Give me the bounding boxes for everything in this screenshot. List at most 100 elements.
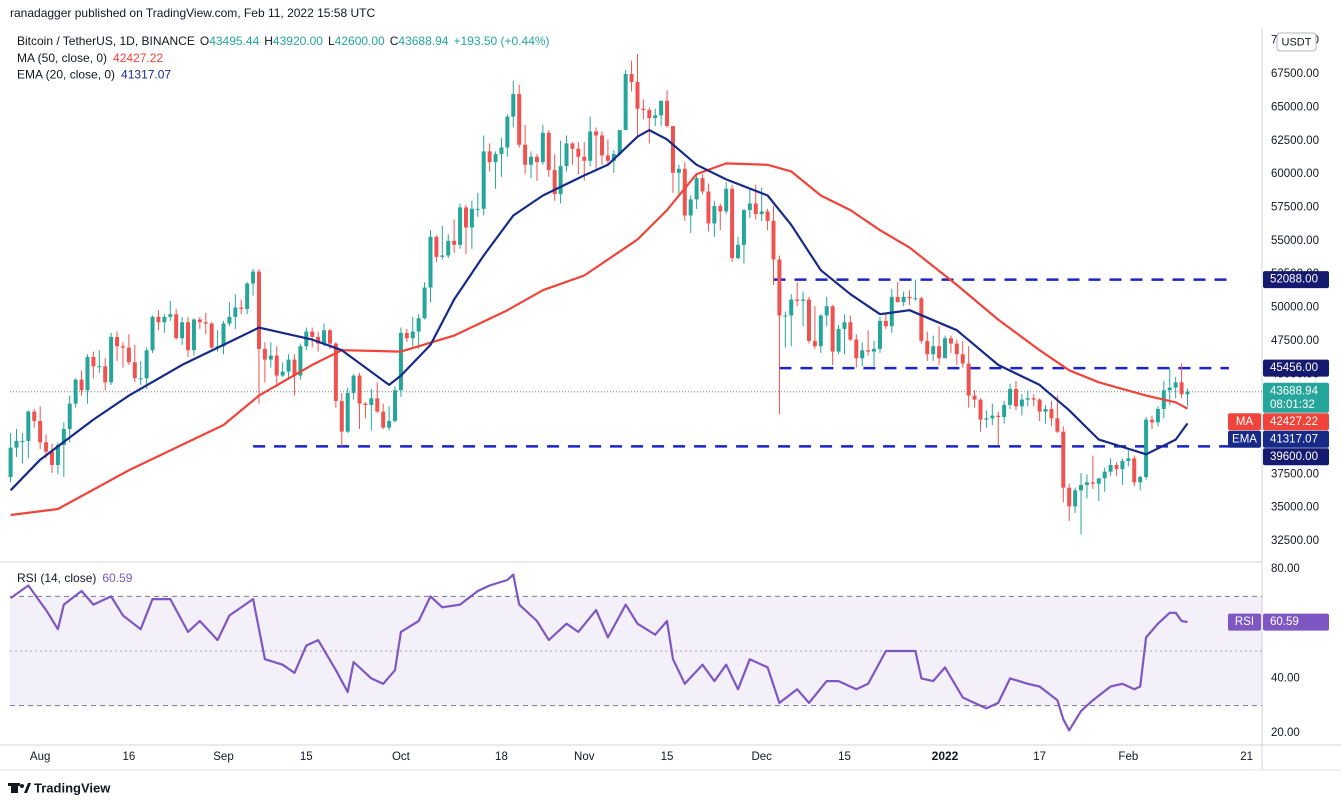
candle-body — [103, 366, 108, 383]
candle-body — [564, 143, 569, 167]
candle-body — [469, 208, 474, 228]
candle-body — [49, 451, 54, 465]
brand: TradingView — [34, 780, 111, 795]
tag-box — [1228, 430, 1261, 448]
candle-body — [1067, 487, 1072, 507]
legend-item: EMA (20, close, 0) — [17, 68, 115, 82]
tag-box — [1228, 413, 1261, 431]
candle-body — [747, 203, 752, 211]
x-tick-label: 15 — [838, 751, 851, 763]
candle-body — [8, 447, 13, 478]
candle-body — [765, 211, 770, 221]
candle-body — [972, 395, 977, 400]
candle-body — [1055, 418, 1060, 432]
candle-body — [1079, 485, 1084, 491]
candle-body — [576, 148, 581, 157]
candle-body — [357, 375, 362, 404]
rsi-tick-label: 20.00 — [1271, 727, 1300, 739]
axis-label: 42427.22 — [1270, 416, 1318, 428]
candle-body — [960, 354, 965, 364]
x-tick-label: Sep — [213, 751, 233, 763]
axis-label-box — [1263, 613, 1329, 631]
rsi-tick-label: 40.00 — [1271, 672, 1300, 684]
candle-body — [1090, 482, 1095, 484]
candle-body — [688, 199, 693, 216]
y-tick-label: 67500.00 — [1271, 68, 1319, 80]
candle-body — [605, 155, 610, 161]
axis-label: 52088.00 — [1270, 274, 1318, 286]
candle-body — [789, 299, 794, 316]
candle-body — [588, 131, 593, 161]
candle-body — [635, 82, 640, 109]
candle-body — [1008, 388, 1013, 405]
candle-body — [14, 440, 19, 448]
candle-body — [895, 296, 900, 303]
candle-body — [162, 316, 167, 323]
candle-body — [32, 411, 37, 421]
candle-body — [1061, 431, 1066, 488]
axis-label-box — [1263, 382, 1329, 413]
candle-body — [913, 298, 918, 300]
x-tick-label: 15 — [300, 751, 313, 763]
candle-body — [517, 94, 522, 145]
candle-body — [452, 240, 457, 245]
candle-body — [446, 240, 451, 256]
candle-body — [298, 346, 303, 376]
tag-box — [1228, 613, 1261, 631]
candle-body — [1185, 391, 1190, 395]
x-tick-label: Dec — [751, 751, 772, 763]
candle-body — [393, 390, 398, 421]
candle-body — [966, 363, 971, 396]
x-tick-label: Oct — [392, 751, 411, 763]
candle-body — [712, 206, 717, 224]
candle-body — [475, 208, 480, 210]
candle-body — [120, 346, 125, 348]
candle-body — [345, 392, 350, 432]
candle-body — [836, 328, 841, 352]
candle-body — [629, 74, 634, 83]
tag: EMA — [1232, 433, 1257, 445]
axis-label: 41317.07 — [1270, 433, 1318, 445]
candle-body — [351, 375, 356, 393]
candle-body — [937, 346, 942, 359]
candle-body — [594, 131, 599, 136]
candle-body — [1102, 471, 1107, 479]
y-tick-label: 32500.00 — [1271, 535, 1319, 547]
rsi-tick-label: 80.00 — [1271, 563, 1300, 575]
candle-body — [759, 211, 764, 215]
candle-body — [653, 115, 658, 119]
candle-body — [180, 322, 185, 339]
candle-body — [558, 166, 563, 195]
candle-body — [327, 330, 332, 344]
axis-label: 39600.00 — [1270, 451, 1318, 463]
axis-label-box — [1263, 448, 1329, 466]
y-tick-label: 37500.00 — [1271, 468, 1319, 480]
candle-body — [901, 296, 906, 303]
candle-body — [280, 371, 285, 376]
candle-body — [1073, 490, 1078, 507]
candle-body — [410, 331, 415, 339]
candle-body — [245, 283, 250, 309]
candle-body — [61, 428, 66, 445]
candle-body — [316, 336, 321, 344]
candle-body — [333, 343, 338, 401]
candle-body — [736, 244, 741, 259]
candle-body — [700, 178, 705, 192]
candle-body — [404, 332, 409, 339]
candle-body — [73, 379, 78, 404]
candle-body — [540, 132, 545, 163]
currency: USDT — [1282, 36, 1312, 48]
candle-body — [138, 378, 143, 380]
axis-label: 60.59 — [1270, 616, 1299, 628]
legend-item: 60.59 — [102, 571, 132, 585]
candle-body — [1096, 478, 1101, 484]
candle-body — [676, 168, 681, 173]
candle-body — [144, 350, 149, 379]
candle-body — [659, 100, 664, 116]
candle-body — [1031, 398, 1036, 400]
candle-body — [174, 314, 179, 339]
candle-body — [38, 420, 43, 443]
candle-body — [150, 316, 155, 351]
